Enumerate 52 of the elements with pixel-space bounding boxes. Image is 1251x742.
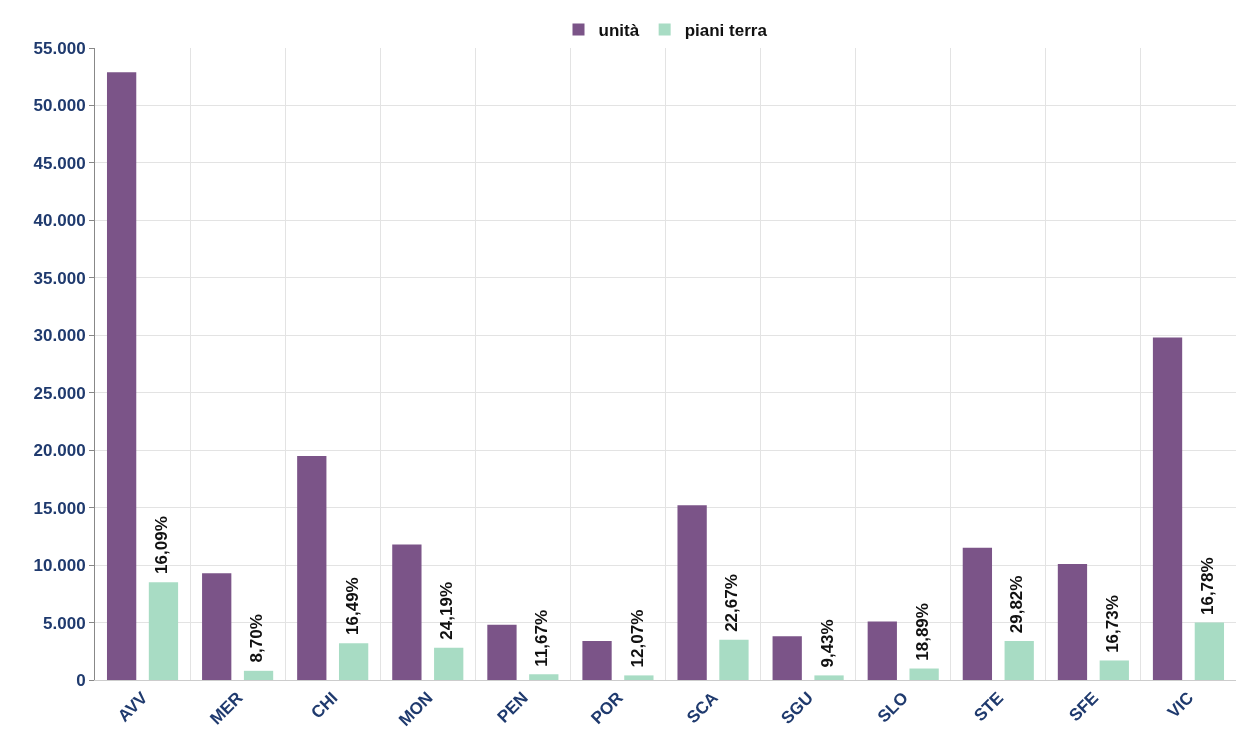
bar [392,544,422,680]
bar [772,636,802,680]
annotation: 29,82% [1007,575,1027,634]
bar [867,621,897,680]
annotation: 16,73% [1102,595,1122,653]
x-tick-label: CHI [307,688,342,723]
annotation: 16,09% [152,516,172,574]
annotation: 22,67% [722,574,742,632]
bar [243,670,274,680]
legend-label: unità [598,21,640,41]
annotation: 18,89% [912,603,932,661]
bar [148,582,179,680]
bar [1152,337,1183,680]
bar [529,674,559,680]
y-tick-label: 55.000 [33,38,86,58]
annotation: 11,67% [532,609,552,667]
bar [1099,660,1129,680]
y-tick-label: 5.000 [43,613,86,633]
y-tick-label: 10.000 [33,556,86,576]
bar [814,675,844,680]
annotation: 16,49% [342,577,362,635]
annotation: 8,70% [246,614,266,663]
bar [1194,622,1225,680]
annotation: 16,78% [1197,557,1217,616]
y-tick-label: 20.000 [33,441,86,461]
bar [719,639,749,680]
y-tick-label: 30.000 [33,326,86,346]
bar [338,643,369,680]
y-tick-label: 15.000 [33,498,86,518]
bar [297,455,327,680]
bar [202,573,232,680]
bar [106,72,137,680]
y-tick-label: 40.000 [33,211,86,231]
y-tick-label: 25.000 [33,383,86,403]
bar [1004,640,1034,680]
annotation: 12,07% [627,609,647,668]
y-tick-label: 45.000 [33,153,86,173]
annotation: 9,43% [817,619,837,668]
bar [624,675,654,680]
bar [582,640,612,680]
bar [677,505,707,680]
bar [434,647,464,680]
bar [962,547,993,680]
bar [487,624,517,680]
y-tick-label: 35.000 [33,268,86,288]
legend-label: piani terra [684,21,768,41]
y-tick-label: 50.000 [33,96,86,116]
annotation: 24,19% [436,581,456,640]
y-tick-label: 0 [76,670,86,690]
bar [909,668,939,680]
x-tick-label: VIC [1163,688,1198,722]
bar [1057,563,1088,680]
